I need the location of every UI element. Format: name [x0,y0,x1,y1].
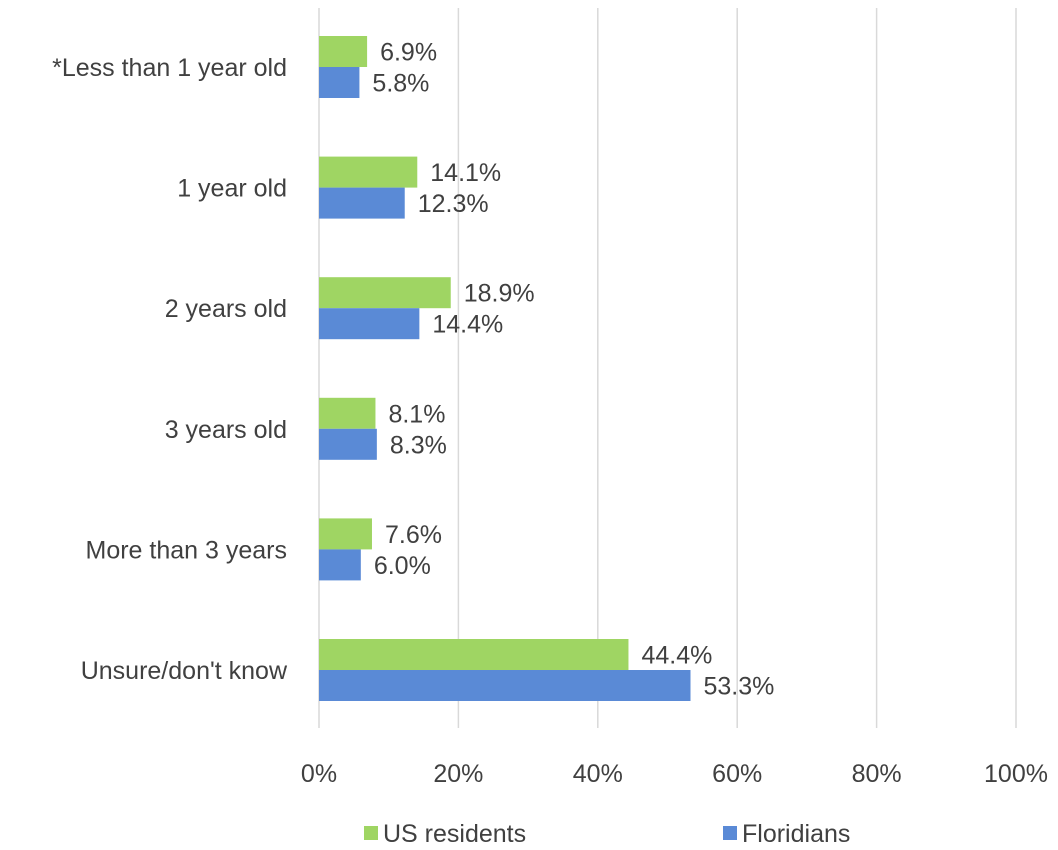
data-label: 53.3% [704,673,775,701]
bar-floridians [319,428,377,460]
bar-us-residents [319,36,368,67]
bars [319,36,691,701]
category-label: More than 3 years [86,536,288,564]
legend-swatch [364,826,378,840]
bar-floridians [319,187,405,219]
data-label: 5.8% [372,70,429,98]
data-labels: 6.9% 5.8% 14.1% 12.3% 18.9% 14.4% 8.1% 8.3% 7.6%… [372,39,774,701]
bar-floridians [319,549,361,581]
category-label: Unsure/don't know [81,657,288,685]
data-label: 7.6% [385,521,442,549]
category-label: 1 year old [177,175,287,203]
x-axis-ticks: 0% 20% 40% 60% 80% 100% [301,760,1048,788]
bar-us-residents [319,397,376,429]
x-tick-label: 40% [573,760,623,788]
category-label: *Less than 1 year old [52,54,287,82]
data-label: 14.4% [432,311,503,339]
category-label: 3 years old [165,416,287,444]
data-label: 6.9% [380,39,437,67]
bar-floridians [319,308,420,340]
legend-label: Floridians [742,820,850,848]
data-label: 18.9% [464,280,535,308]
data-label: 14.1% [430,159,501,187]
category-labels: *Less than 1 year old 1 year old 2 years o… [52,54,288,685]
data-label: 44.4% [641,642,712,670]
data-label: 8.3% [390,431,447,459]
bar-us-residents [319,639,629,670]
category-label: 2 years old [165,295,287,323]
x-tick-label: 20% [433,760,483,788]
bar-us-residents [319,156,418,188]
legend-swatch [723,826,737,840]
x-tick-label: 0% [301,760,337,788]
data-label: 6.0% [374,552,431,580]
x-tick-label: 100% [984,760,1048,788]
x-tick-label: 60% [712,760,762,788]
data-label: 12.3% [418,190,489,218]
bar-us-residents [319,518,372,550]
data-label: 8.1% [388,400,445,428]
legend-label: US residents [383,820,526,848]
bar-us-residents [319,277,451,309]
gridlines [318,8,1017,728]
bar-floridians [319,67,360,98]
legend: US residents Floridians [364,820,850,848]
x-tick-label: 80% [852,760,902,788]
bar-floridians [319,670,691,701]
